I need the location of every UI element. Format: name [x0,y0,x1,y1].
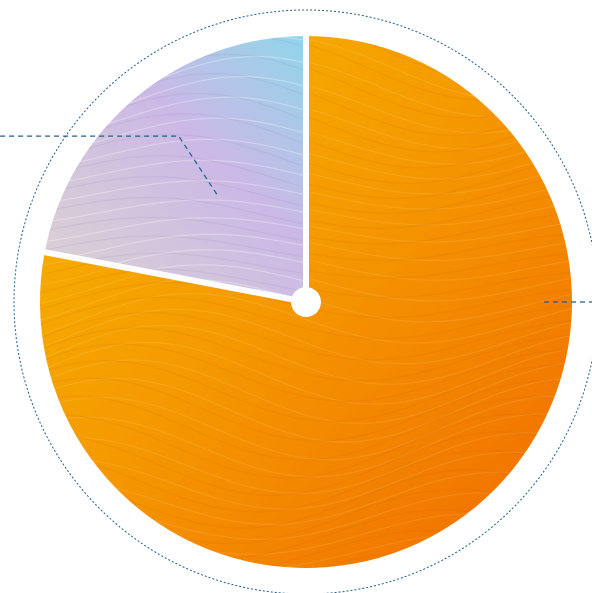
texture-wave-line [44,216,307,245]
texture-wave-line [44,149,307,201]
texture-wave-line [44,117,307,167]
texture-wave-line [44,168,307,216]
texture-wave-line [39,308,572,365]
texture-wave-line [39,324,572,385]
texture-wave-line [44,138,307,182]
texture-wave-line [44,189,307,231]
outer-ring-group [13,9,592,593]
texture-wave-line [20,573,584,593]
slice-separator-2 [42,248,307,305]
pie-slice-2 [44,35,307,302]
texture-wave-line [20,576,584,593]
texture-wave-line [39,395,572,461]
texture-wave-line [39,377,572,443]
texture-wave-line [39,292,572,344]
texture-wave-line [44,158,307,197]
texture-wave-line [39,360,572,423]
texture-wave-line [39,395,572,461]
leader-lines-group [0,135,592,303]
texture-wave-line [39,413,572,478]
center-hub [291,287,321,317]
texture-wave-line [44,251,307,279]
leader-line-2 [0,135,218,195]
texture-wave-line [39,377,572,442]
texture-wave-line [39,343,572,403]
texture-wave-line [39,359,572,425]
texture-wave-line [44,196,307,227]
texture-wave-line [44,113,307,170]
texture-wave-line [44,233,307,265]
texture-wave-line [44,131,307,186]
outer-dotted-ring [13,9,592,593]
texture-wave-line [44,177,307,212]
texture-wave-line [39,311,572,361]
texture-wave-line [20,0,584,28]
texture-wave-line [20,571,584,593]
texture-wave-line [20,0,584,28]
texture-wave-line [20,575,584,593]
texture-wave-line [39,413,572,479]
texture-wave-line [20,0,584,27]
texture-wave-line [44,96,307,151]
texture-wave-line [39,432,572,494]
texture-wave-line [20,0,584,26]
separators-group [42,34,321,317]
texture-wave-line [39,296,572,340]
texture-wave-line [39,431,572,496]
texture-wave-line [39,341,572,405]
texture-wave-line [44,210,307,246]
texture-wave-line [39,327,572,382]
texture-wave-line [39,449,572,513]
texture-wave-line [44,231,307,262]
texture-wave-line [39,451,572,510]
